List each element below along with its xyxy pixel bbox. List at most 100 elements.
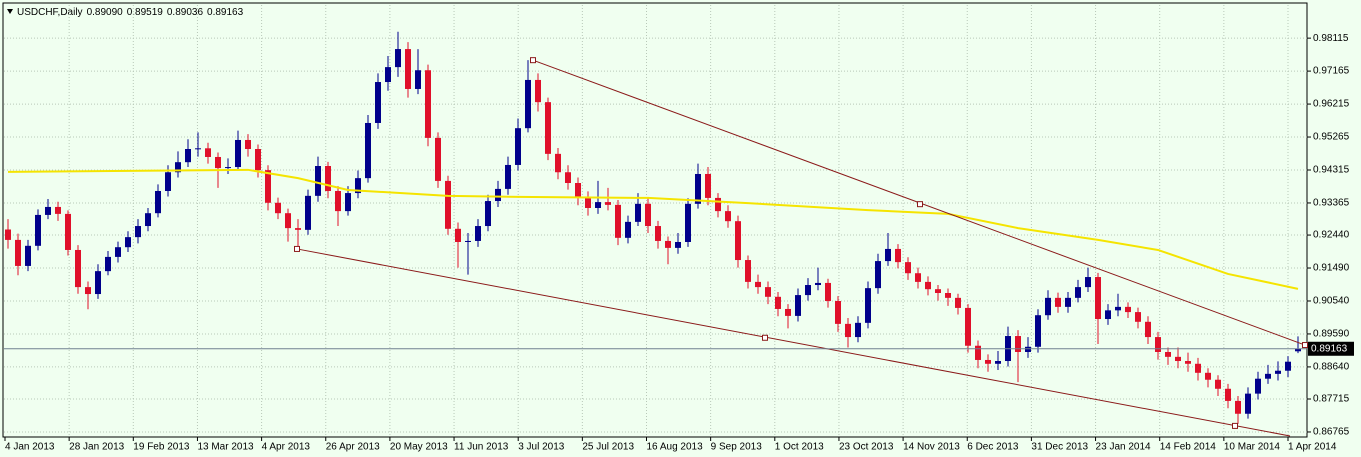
- candle-body: [275, 202, 281, 214]
- y-tick-label: 0.91490: [1313, 263, 1350, 274]
- candle-body: [285, 213, 291, 229]
- trendline-anchor: [530, 57, 536, 64]
- candle-body: [45, 206, 51, 215]
- candle-body: [25, 245, 31, 266]
- candle-body: [645, 203, 651, 227]
- x-tick-label: 4 Apr 2013: [262, 442, 311, 453]
- candle-body: [615, 204, 621, 238]
- candle-body: [955, 297, 961, 308]
- x-tick-label: 14 Nov 2013: [903, 442, 960, 453]
- candle-body: [445, 180, 451, 229]
- y-tick-label: 0.89590: [1313, 329, 1350, 340]
- y-tick-label: 0.97165: [1313, 66, 1350, 77]
- x-tick-label: 20 May 2013: [390, 442, 448, 453]
- x-tick-label: 25 Jul 2013: [582, 442, 634, 453]
- candle-body: [695, 173, 701, 204]
- candle-body: [555, 153, 561, 173]
- candle-body: [655, 226, 661, 241]
- candle-body: [855, 322, 861, 338]
- candle-body: [485, 201, 491, 227]
- candle-body: [965, 307, 971, 346]
- trendline-anchor: [1302, 342, 1308, 349]
- candle-body: [755, 281, 761, 288]
- candle-body: [185, 149, 191, 163]
- candle-body: [1105, 310, 1111, 320]
- x-tick-label: 1 Apr 2014: [1288, 442, 1337, 453]
- candle-body: [1095, 277, 1101, 320]
- candle-body: [365, 122, 371, 179]
- candle-body: [915, 273, 921, 282]
- candle-body: [1195, 363, 1201, 373]
- candle-body: [635, 203, 641, 222]
- candle-body: [735, 221, 741, 261]
- candle-body: [195, 148, 201, 150]
- x-tick-label: 4 Jan 2013: [5, 442, 55, 453]
- y-tick-label: 0.93365: [1313, 198, 1350, 209]
- candle-body: [1205, 372, 1211, 380]
- candle-body: [685, 203, 691, 242]
- y-tick-label: 0.87715: [1313, 394, 1350, 405]
- candle-body: [815, 282, 821, 286]
- menu-arrow: [7, 9, 13, 14]
- candle-body: [935, 289, 941, 293]
- candle-body: [975, 345, 981, 360]
- candle-body: [255, 149, 261, 171]
- candle-body: [875, 261, 881, 289]
- candle-body: [505, 164, 511, 189]
- candle-body: [605, 202, 611, 205]
- candle-body: [55, 206, 61, 214]
- trendline-anchor: [1232, 422, 1238, 429]
- candle-body: [405, 49, 411, 89]
- candle-body: [315, 166, 321, 196]
- x-tick-label: 23 Jan 2014: [1096, 442, 1151, 453]
- candle-body: [355, 178, 361, 194]
- candle-body: [325, 166, 331, 191]
- candle-body: [925, 281, 931, 290]
- candle-body: [1125, 306, 1131, 313]
- y-tick-label: 0.86765: [1313, 427, 1350, 438]
- candle-body: [1025, 346, 1031, 352]
- candle-body: [785, 308, 791, 316]
- candle-body: [775, 296, 781, 309]
- candle-body: [205, 148, 211, 157]
- candle-body: [305, 195, 311, 230]
- candle-body: [1285, 361, 1291, 371]
- candle-body: [535, 79, 541, 103]
- low: 0.89036: [167, 7, 204, 18]
- candle-body: [165, 172, 171, 191]
- candle-body: [105, 256, 111, 272]
- chart-header: USDCHF,Daily 0.89090 0.89519 0.89036 0.89163: [17, 7, 244, 18]
- x-tick-label: 9 Sep 2013: [711, 442, 763, 453]
- candle-body: [905, 262, 911, 274]
- candle-body: [75, 249, 81, 288]
- y-tick-label: 0.95265: [1313, 132, 1350, 143]
- x-tick-label: 14 Feb 2014: [1160, 442, 1217, 453]
- x-tick-label: 31 Dec 2013: [1031, 442, 1088, 453]
- candle-body: [5, 229, 11, 240]
- candle-body: [455, 228, 461, 242]
- candle-body: [745, 260, 751, 282]
- candle-body: [35, 214, 41, 246]
- y-tick-label: 0.96215: [1313, 99, 1350, 110]
- candle-body: [385, 67, 391, 83]
- candle-body: [175, 162, 181, 173]
- candle-body: [675, 241, 681, 248]
- candle-body: [1045, 297, 1051, 316]
- candle-body: [1275, 370, 1281, 374]
- candle-body: [135, 226, 141, 238]
- x-tick-label: 6 Dec 2013: [967, 442, 1019, 453]
- candle-body: [395, 49, 401, 68]
- candle-body: [295, 228, 301, 230]
- candle-body: [465, 240, 471, 242]
- candle-body: [1185, 361, 1191, 364]
- candle-body: [705, 173, 711, 198]
- candle-body: [1265, 373, 1271, 379]
- x-tick-label: 23 Oct 2013: [839, 442, 894, 453]
- candle-body: [715, 197, 721, 212]
- current-price-label: 0.89163: [1311, 343, 1348, 354]
- candle-body: [1235, 400, 1241, 414]
- candle-body: [95, 271, 101, 295]
- candle-body: [15, 239, 21, 266]
